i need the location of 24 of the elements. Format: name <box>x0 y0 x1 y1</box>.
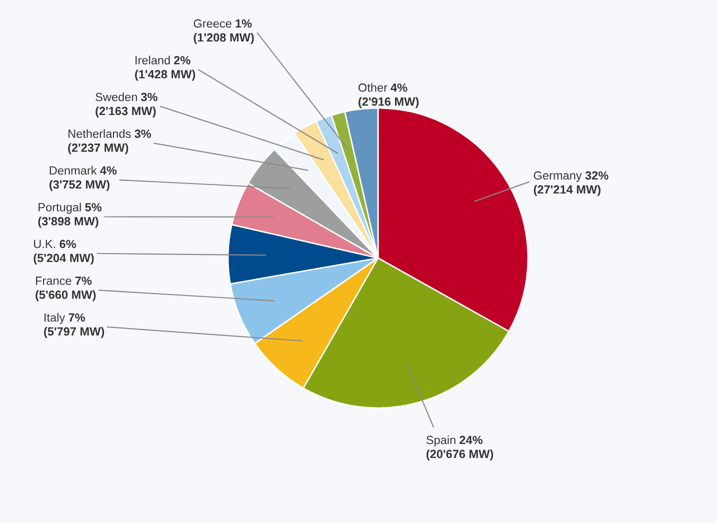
data-label: (27'214 MW) <box>534 184 600 196</box>
data-label: (1'428 MW) <box>135 70 196 81</box>
slice-label: Portugal 5% <box>38 202 102 214</box>
slice-label: Germany 32% <box>534 171 608 182</box>
slice-label: Other 4% <box>358 83 408 92</box>
slice-label: Sweden 3% <box>96 92 158 102</box>
data-label: (3'752 MW) <box>49 180 110 192</box>
slice-label: U.K. 6% <box>34 240 76 248</box>
slice-label: Ireland 2% <box>136 56 190 64</box>
slice-label: Spain 24% <box>426 435 482 446</box>
slice-label: Denmark 4% <box>50 166 117 175</box>
data-label: (5'660 MW) <box>36 290 96 302</box>
data-label: (5'204 MW) <box>34 254 94 265</box>
slice-label: Greece 1% <box>194 19 252 28</box>
data-label: (2'237 MW) <box>68 143 128 154</box>
data-label: (2'163 MW) <box>96 106 156 118</box>
data-label: (5'797 MW) <box>44 327 104 338</box>
slice-label: Italy 7% <box>44 312 85 324</box>
data-label: (3'898 MW) <box>38 216 98 228</box>
data-label: (1'208 MW) <box>194 33 254 44</box>
data-label: (2'916 MW) <box>358 97 419 108</box>
data-label: (20'676 MW) <box>426 450 494 461</box>
slice-label: France 7% <box>36 276 92 285</box>
slice-label: Netherlands 3% <box>68 129 152 138</box>
